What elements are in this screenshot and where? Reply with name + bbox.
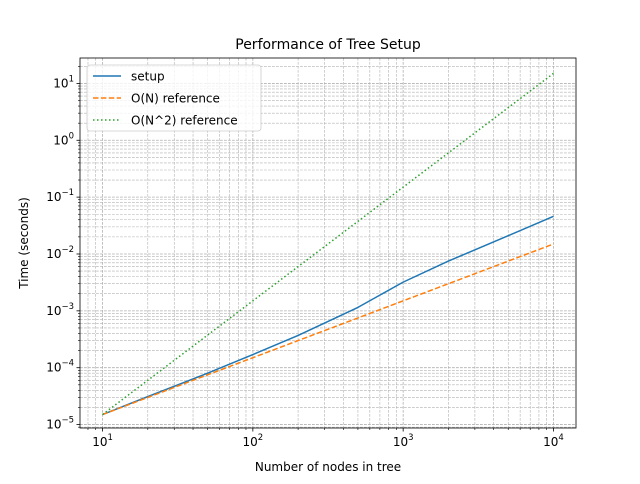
y-axis-label: Time (seconds) [17, 197, 31, 290]
y-tick-label: 10−1 [46, 188, 74, 204]
y-tick-label: 10−4 [46, 359, 74, 375]
legend-box [86, 64, 262, 132]
x-tick-label: 104 [543, 433, 564, 449]
plot-frame [79, 57, 577, 429]
legend-label-1: O(N) reference [131, 92, 220, 106]
legend-label-2: O(N^2) reference [131, 114, 238, 128]
series-line-1 [102, 243, 554, 416]
series-lines [102, 72, 554, 416]
y-tick-label: 100 [53, 131, 74, 147]
x-tick-label: 103 [393, 433, 414, 449]
y-tick-label: 10−2 [46, 245, 74, 261]
y-tick-label: 10−3 [46, 302, 74, 318]
chart-title: Performance of Tree Setup [235, 37, 421, 53]
x-tick-label: 102 [243, 433, 264, 449]
y-tick-label: 10−5 [46, 416, 74, 432]
y-tick-label: 101 [53, 74, 74, 90]
legend-label-0: setup [131, 70, 165, 84]
legend[interactable]: setup O(N) reference O(N^2) reference [86, 64, 262, 132]
x-axis-label: Number of nodes in tree [255, 460, 401, 474]
x-tick-label: 101 [92, 433, 113, 449]
ticks: 101 102 103 104 10−5 10−4 10−3 10−2 10−1 100 101 [46, 66, 564, 449]
series-line-0 [102, 215, 554, 416]
